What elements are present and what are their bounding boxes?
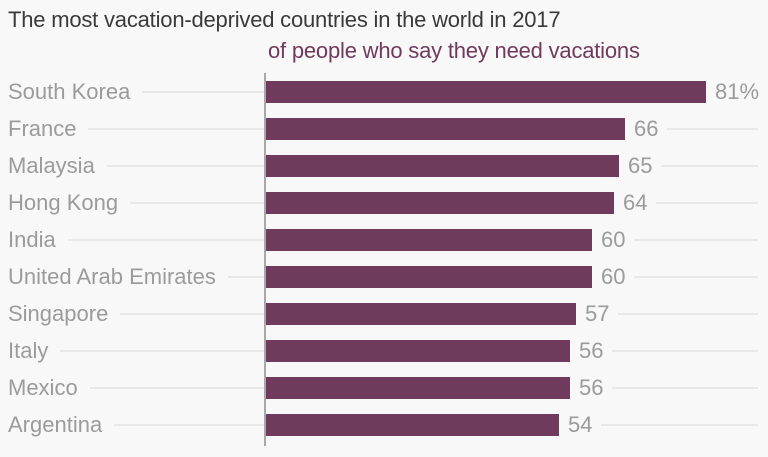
category-label: Argentina	[0, 414, 115, 436]
bar-singapore	[266, 303, 576, 325]
category-label: Italy	[0, 340, 61, 362]
value-label: 64	[614, 192, 657, 214]
category-label: Malaysia	[0, 155, 107, 177]
value-label: 65	[619, 155, 662, 177]
chart-row: Hong Kong 64	[0, 192, 768, 214]
bar-united-arab-emirates	[266, 266, 592, 288]
chart-row: Italy 56	[0, 340, 768, 362]
category-label: France	[0, 118, 89, 140]
chart-row: Argentina 54	[0, 414, 768, 436]
category-label: India	[0, 229, 68, 251]
bar-hong-kong	[266, 192, 614, 214]
category-label: Mexico	[0, 377, 90, 399]
bar-malaysia	[266, 155, 619, 177]
chart-row: Singapore 57	[0, 303, 768, 325]
category-label: Singapore	[0, 303, 121, 325]
value-label: 66	[625, 118, 668, 140]
chart-row: United Arab Emirates 60	[0, 266, 768, 288]
y-axis-line	[264, 73, 266, 446]
category-label: United Arab Emirates	[0, 266, 228, 288]
value-label: 60	[592, 229, 635, 251]
bar-india	[266, 229, 592, 251]
category-label: South Korea	[0, 81, 143, 103]
category-label: Hong Kong	[0, 192, 131, 214]
chart-row: South Korea 81%	[0, 81, 768, 103]
bar-mexico	[266, 377, 570, 399]
chart-subtitle: of people who say they need vacations	[268, 38, 640, 63]
chart-row: France 66	[0, 118, 768, 140]
bar-south-korea	[266, 81, 706, 103]
chart-row: Mexico 56	[0, 377, 768, 399]
value-label: 81%	[706, 81, 768, 103]
bar-argentina	[266, 414, 559, 436]
value-label: 56	[570, 340, 613, 362]
value-label: 57	[576, 303, 619, 325]
value-label: 54	[559, 414, 602, 436]
value-label: 56	[570, 377, 613, 399]
chart-row: Malaysia 65	[0, 155, 768, 177]
bar-france	[266, 118, 625, 140]
value-label: 60	[592, 266, 635, 288]
chart-row: India 60	[0, 229, 768, 251]
chart-title: The most vacation-deprived countries in …	[8, 7, 561, 32]
bar-italy	[266, 340, 570, 362]
